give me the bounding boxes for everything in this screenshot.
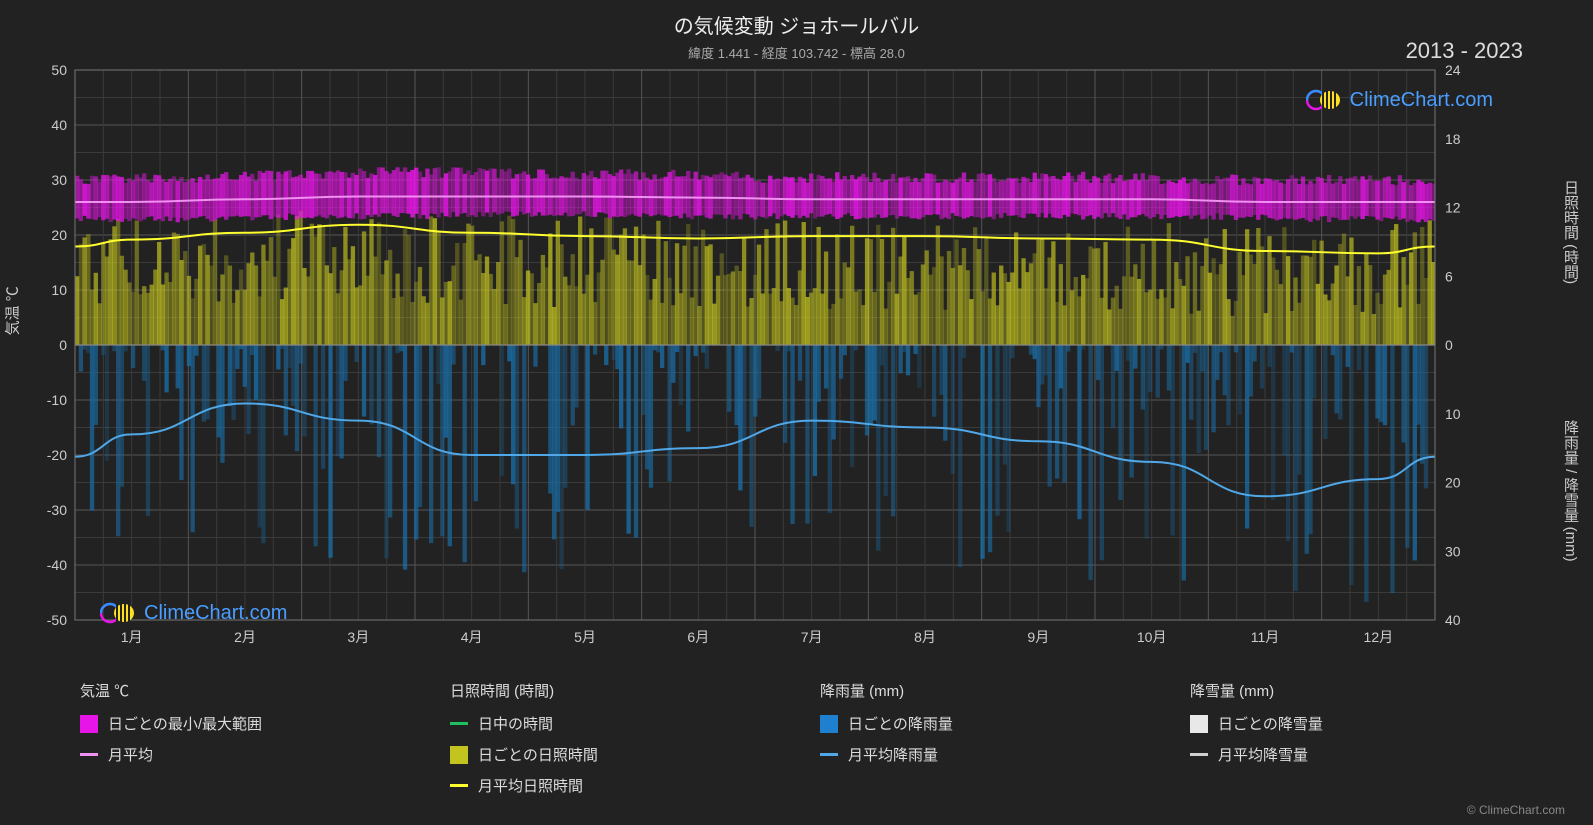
legend-item: 日ごとの降雨量 [820, 713, 1150, 734]
legend-item: 日ごとの最小/最大範囲 [80, 713, 410, 734]
svg-text:10: 10 [51, 282, 67, 298]
svg-text:-20: -20 [47, 447, 67, 463]
legend-swatch [450, 746, 468, 764]
legend-col-temperature: 気温 ℃ 日ごとの最小/最大範囲月平均 [80, 680, 410, 806]
legend-col-sunshine: 日照時間 (時間) 日中の時間日ごとの日照時間月平均日照時間 [450, 680, 780, 806]
chart-svg: -50-40-30-20-100102030405006121824102030… [75, 70, 1435, 650]
svg-text:8月: 8月 [914, 629, 936, 645]
svg-text:20: 20 [51, 227, 67, 243]
legend-swatch [80, 715, 98, 733]
svg-text:6月: 6月 [687, 629, 709, 645]
svg-text:50: 50 [51, 62, 67, 78]
svg-text:11月: 11月 [1251, 629, 1280, 645]
legend-label: 日ごとの日照時間 [478, 744, 598, 765]
legend-header: 気温 ℃ [80, 680, 410, 701]
y-right-axis-label-top: 日照時間 (時間) [1560, 180, 1581, 284]
legend-item: 月平均日照時間 [450, 775, 780, 796]
svg-text:9月: 9月 [1027, 629, 1049, 645]
legend-col-snowfall: 降雪量 (mm) 日ごとの降雪量月平均降雪量 [1190, 680, 1520, 806]
svg-text:1月: 1月 [121, 629, 143, 645]
svg-text:-30: -30 [47, 502, 67, 518]
legend-swatch [450, 784, 468, 787]
legend-swatch [820, 753, 838, 756]
svg-text:10月: 10月 [1137, 629, 1167, 645]
legend-item: 日ごとの日照時間 [450, 744, 780, 765]
svg-text:-50: -50 [47, 612, 67, 628]
legend-label: 月平均降雨量 [848, 744, 938, 765]
legend-header: 日照時間 (時間) [450, 680, 780, 701]
svg-text:-10: -10 [47, 392, 67, 408]
svg-text:30: 30 [1445, 543, 1461, 559]
legend-item: 日ごとの降雪量 [1190, 713, 1520, 734]
svg-text:0: 0 [1445, 337, 1453, 353]
legend-header: 降雨量 (mm) [820, 680, 1150, 701]
chart-plot-area: -50-40-30-20-100102030405006121824102030… [75, 70, 1435, 650]
svg-text:40: 40 [1445, 612, 1461, 628]
legend: 気温 ℃ 日ごとの最小/最大範囲月平均 日照時間 (時間) 日中の時間日ごとの日照時… [80, 680, 1520, 806]
legend-label: 月平均 [108, 744, 153, 765]
svg-text:40: 40 [51, 117, 67, 133]
svg-text:12: 12 [1445, 200, 1461, 216]
svg-text:10: 10 [1445, 406, 1461, 422]
watermark-logo-bottom: ClimeChart.com [100, 601, 287, 625]
legend-item: 月平均降雪量 [1190, 744, 1520, 765]
logo-icon [1306, 88, 1342, 112]
chart-title: の気候変動 ジョホールバル [0, 0, 1593, 39]
y-right-axis-label-bottom: 降雨量 / 降雪量 (mm) [1560, 420, 1581, 562]
logo-text: ClimeChart.com [144, 602, 287, 625]
legend-swatch [1190, 753, 1208, 756]
svg-text:0: 0 [59, 337, 67, 353]
legend-label: 日中の時間 [478, 713, 553, 734]
svg-text:2月: 2月 [234, 629, 256, 645]
legend-label: 月平均日照時間 [478, 775, 583, 796]
legend-swatch [820, 715, 838, 733]
logo-icon [100, 601, 136, 625]
legend-swatch [1190, 715, 1208, 733]
svg-text:7月: 7月 [801, 629, 823, 645]
svg-text:12月: 12月 [1364, 629, 1394, 645]
legend-label: 月平均降雪量 [1218, 744, 1308, 765]
footer-copyright: © ClimeChart.com [1467, 803, 1565, 817]
svg-text:24: 24 [1445, 62, 1461, 78]
svg-text:5月: 5月 [574, 629, 596, 645]
svg-text:6: 6 [1445, 268, 1453, 284]
legend-swatch [450, 722, 468, 725]
y-left-axis-label: 気温 ℃ [2, 286, 23, 335]
svg-text:-40: -40 [47, 557, 67, 573]
legend-item: 月平均 [80, 744, 410, 765]
watermark-logo-top: ClimeChart.com [1306, 88, 1493, 112]
legend-swatch [80, 753, 98, 756]
svg-text:18: 18 [1445, 131, 1461, 147]
legend-item: 月平均降雨量 [820, 744, 1150, 765]
year-range: 2013 - 2023 [1406, 38, 1523, 64]
legend-col-rainfall: 降雨量 (mm) 日ごとの降雨量月平均降雨量 [820, 680, 1150, 806]
chart-subtitle: 緯度 1.441 - 経度 103.742 - 標高 28.0 [0, 39, 1593, 62]
svg-text:30: 30 [51, 172, 67, 188]
legend-label: 日ごとの降雪量 [1218, 713, 1323, 734]
logo-text: ClimeChart.com [1350, 89, 1493, 112]
legend-label: 日ごとの最小/最大範囲 [108, 713, 262, 734]
legend-item: 日中の時間 [450, 713, 780, 734]
legend-header: 降雪量 (mm) [1190, 680, 1520, 701]
legend-label: 日ごとの降雨量 [848, 713, 953, 734]
svg-text:4月: 4月 [461, 629, 483, 645]
svg-text:20: 20 [1445, 475, 1461, 491]
svg-text:3月: 3月 [347, 629, 369, 645]
